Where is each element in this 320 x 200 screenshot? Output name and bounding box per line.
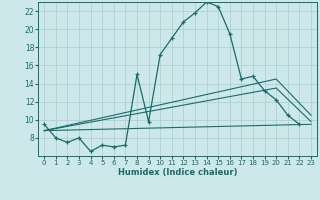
X-axis label: Humidex (Indice chaleur): Humidex (Indice chaleur) (118, 168, 237, 177)
